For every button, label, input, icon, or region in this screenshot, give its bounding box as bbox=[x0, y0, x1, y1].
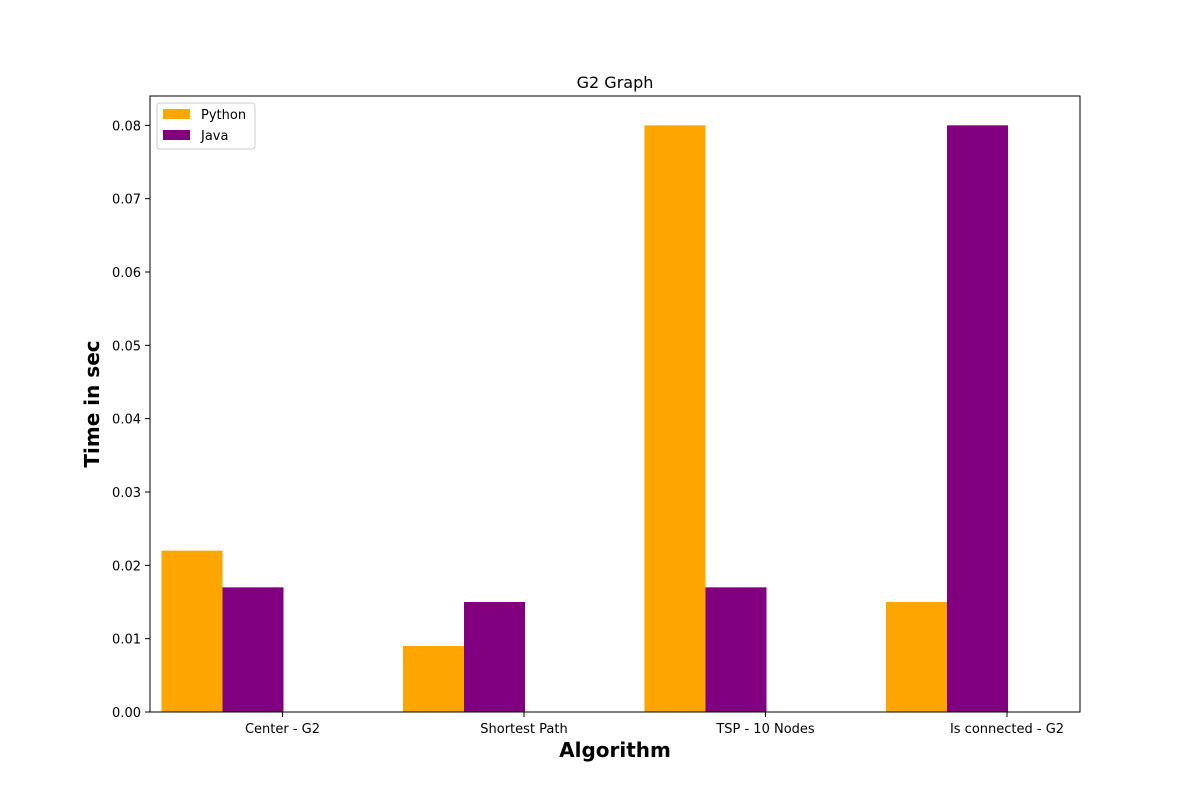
y-tick-label: 0.01 bbox=[112, 633, 141, 648]
legend-swatch-java bbox=[163, 130, 190, 140]
bar-java-3 bbox=[947, 125, 1008, 713]
x-tick-label: Center - G2 bbox=[245, 722, 320, 737]
y-tick-label: 0.04 bbox=[112, 413, 141, 428]
bars-group bbox=[161, 125, 1008, 713]
bar-java-0 bbox=[222, 587, 284, 712]
y-axis-title: Time in sec bbox=[80, 340, 104, 467]
y-tick-label: 0.06 bbox=[112, 266, 141, 281]
chart-title: G2 Graph bbox=[577, 73, 654, 92]
y-tick-label: 0.02 bbox=[112, 559, 141, 574]
y-tick-label: 0.03 bbox=[112, 486, 141, 501]
y-tick-label: 0.00 bbox=[112, 706, 141, 721]
y-tick-label: 0.08 bbox=[112, 119, 141, 134]
bar-java-1 bbox=[464, 602, 525, 712]
bar-java-2 bbox=[705, 587, 767, 712]
x-tick-label: TSP - 10 Nodes bbox=[715, 722, 815, 737]
legend-label-java: Java bbox=[200, 129, 228, 144]
bar-python-1 bbox=[403, 646, 464, 712]
bar-python-0 bbox=[161, 550, 223, 712]
x-tick-label: Shortest Path bbox=[480, 722, 567, 737]
legend-label-python: Python bbox=[201, 108, 246, 123]
bar-python-3 bbox=[886, 602, 947, 712]
plot-frame bbox=[149, 95, 1081, 713]
legend-swatch-python bbox=[163, 109, 190, 119]
x-axis: Center - G2 Shortest Path TSP - 10 Nodes Is… bbox=[245, 712, 1064, 737]
y-axis: 0.00 0.01 0.02 0.03 0.04 0.05 0.06 0.07 0.08 bbox=[112, 119, 150, 721]
x-axis-title: Algorithm bbox=[559, 738, 671, 762]
y-tick-label: 0.07 bbox=[112, 193, 141, 208]
y-tick-label: 0.05 bbox=[112, 339, 141, 354]
legend: Python Java bbox=[156, 102, 256, 150]
x-tick-label: Is connected - G2 bbox=[950, 722, 1064, 737]
bar-python-2 bbox=[644, 125, 706, 713]
